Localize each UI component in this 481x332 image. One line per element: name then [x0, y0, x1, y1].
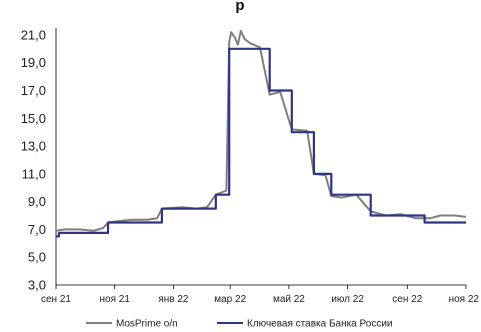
x-axis-ticks: сен 21 ноя 21 янв 22 мар 22 май 22 июл 22 сен …: [41, 285, 479, 305]
legend-label: Ключевая ставка Банка России: [247, 319, 393, 330]
x-tick-label: июл 22: [331, 294, 364, 305]
legend: MosPrime o/n Ключевая ставка Банка России: [86, 319, 393, 330]
y-tick-label: 19,0: [21, 55, 46, 70]
series-layer: [55, 29, 467, 238]
x-tick-label: янв 22: [158, 294, 189, 305]
y-tick-label: 11,0: [22, 166, 46, 181]
y-tick-label: 5,0: [28, 250, 46, 265]
y-tick-label: 9,0: [28, 194, 46, 209]
y-tick-label: 7,0: [28, 222, 46, 237]
x-tick-label: май 22: [273, 294, 305, 305]
y-axis-ticks: 3,0 5,0 7,0 9,0 11,0 13,0 15,0 17,0 19,0 21,0: [21, 27, 46, 292]
y-tick-label: 13,0: [21, 139, 46, 154]
x-tick-label: ноя 22: [449, 294, 480, 305]
x-tick-label: мар 22: [214, 294, 246, 305]
series-line-key-rate: [56, 47, 466, 238]
x-tick-label: сен 21: [41, 294, 71, 305]
x-tick-label: ноя 21: [100, 294, 131, 305]
legend-label: MosPrime o/n: [116, 319, 178, 330]
y-tick-label: 15,0: [21, 111, 46, 126]
x-tick-label: сен 22: [392, 294, 422, 305]
y-tick-label: 17,0: [21, 83, 46, 98]
series-line-mosprime: [55, 29, 467, 232]
y-tick-label: 3,0: [28, 278, 46, 293]
y-tick-label: 21,0: [21, 27, 46, 42]
chart-title: р: [235, 0, 244, 14]
